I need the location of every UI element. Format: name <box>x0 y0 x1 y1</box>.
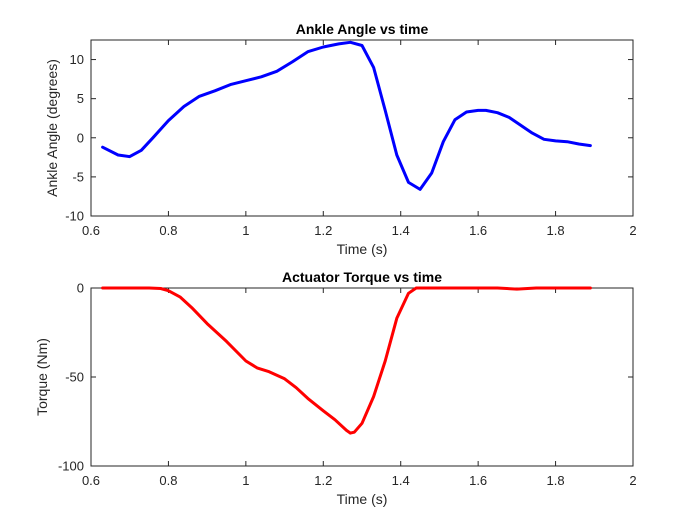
angle-y-tick-label: -10 <box>65 209 84 224</box>
angle-y-tick-label: 5 <box>77 91 84 106</box>
torque-y-tick-label: -50 <box>65 370 84 385</box>
angle-series-line <box>101 40 592 191</box>
torque-x-tick-label: 2 <box>629 473 636 488</box>
angle-chart-title: Ankle Angle vs time <box>296 21 429 37</box>
angle-y-axis-label: Ankle Angle (degrees) <box>44 59 60 197</box>
angle-x-tick-label: 1.6 <box>469 223 487 238</box>
torque-y-tick-label: 0 <box>77 281 84 296</box>
angle-x-tick-label: 0.6 <box>82 223 100 238</box>
angle-x-tick-label: 1.2 <box>314 223 332 238</box>
angle-x-tick-label: 1.4 <box>392 223 410 238</box>
torque-x-axis-label: Time (s) <box>337 491 388 507</box>
torque-series-line <box>101 286 592 435</box>
angle-y-tick-label: 0 <box>77 130 84 145</box>
actuator-torque-panel: 0.6 0.8 1 1.2 1.4 1.6 1.8 2 -100 -50 0 Actuator Tor… <box>34 269 637 507</box>
angle-x-tick-label: 2 <box>629 223 636 238</box>
angle-plot-area <box>90 39 634 217</box>
torque-x-tick-label: 1.2 <box>314 473 332 488</box>
torque-x-tick-label: 1.8 <box>547 473 565 488</box>
torque-plot-area <box>90 287 634 467</box>
angle-x-tick-label: 1.8 <box>547 223 565 238</box>
torque-chart-title: Actuator Torque vs time <box>282 269 442 285</box>
torque-x-tick-label: 1 <box>242 473 249 488</box>
angle-x-axis-label: Time (s) <box>337 241 388 257</box>
torque-x-tick-label: 0.8 <box>159 473 177 488</box>
angle-x-tick-label: 1 <box>242 223 249 238</box>
torque-x-tick-label: 0.6 <box>82 473 100 488</box>
torque-x-tick-label: 1.4 <box>392 473 410 488</box>
torque-y-axis-label: Torque (Nm) <box>34 338 50 416</box>
ankle-angle-panel: 0.6 0.8 1 1.2 1.4 1.6 1.8 2 -10 -5 0 5 10 Ankle Angle… <box>44 21 637 257</box>
torque-y-tick-label: -100 <box>58 459 84 474</box>
angle-y-tick-label: 10 <box>70 52 84 67</box>
torque-x-tick-label: 1.6 <box>469 473 487 488</box>
angle-y-tick-label: -5 <box>72 169 84 184</box>
angle-x-tick-label: 0.8 <box>159 223 177 238</box>
